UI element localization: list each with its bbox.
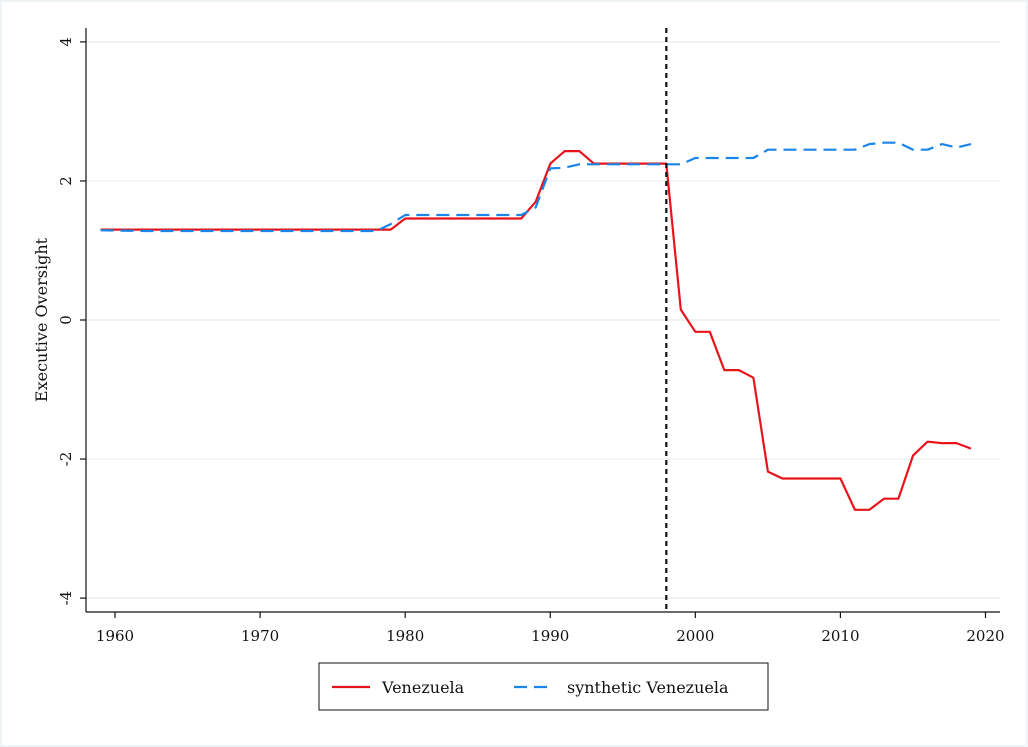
legend-box — [318, 662, 769, 711]
x-tick-label: 1960 — [96, 627, 134, 645]
x-tick-label: 1970 — [241, 627, 279, 645]
x-tick-label: 2020 — [966, 627, 1004, 645]
x-ticks: 1960 1970 1980 1990 2000 2010 2020 — [96, 612, 1005, 645]
y-ticks: -4 -2 0 2 4 — [57, 37, 86, 605]
series-line-venezuela — [100, 150, 972, 511]
y-tick-label: 0 — [57, 315, 75, 325]
y-axis-label: Executive Oversight — [32, 237, 51, 402]
y-tick-label: 2 — [57, 176, 75, 186]
x-tick-label: 2010 — [821, 627, 859, 645]
series-lines — [100, 141, 972, 511]
legend-label-venezuela: Venezuela — [381, 678, 465, 697]
y-tick-label: -2 — [57, 452, 75, 467]
series-line-synthetic-venezuela — [100, 141, 972, 233]
grid-lines — [86, 41, 1000, 599]
legend-label-synthetic-venezuela: synthetic Venezuela — [567, 678, 729, 697]
y-tick-label: -4 — [57, 591, 75, 606]
legend: Venezuela synthetic Venezuela — [318, 662, 769, 711]
x-tick-label: 2000 — [676, 627, 714, 645]
x-tick-label: 1980 — [386, 627, 424, 645]
x-tick-label: 1990 — [531, 627, 569, 645]
y-tick-label: 4 — [57, 37, 75, 47]
